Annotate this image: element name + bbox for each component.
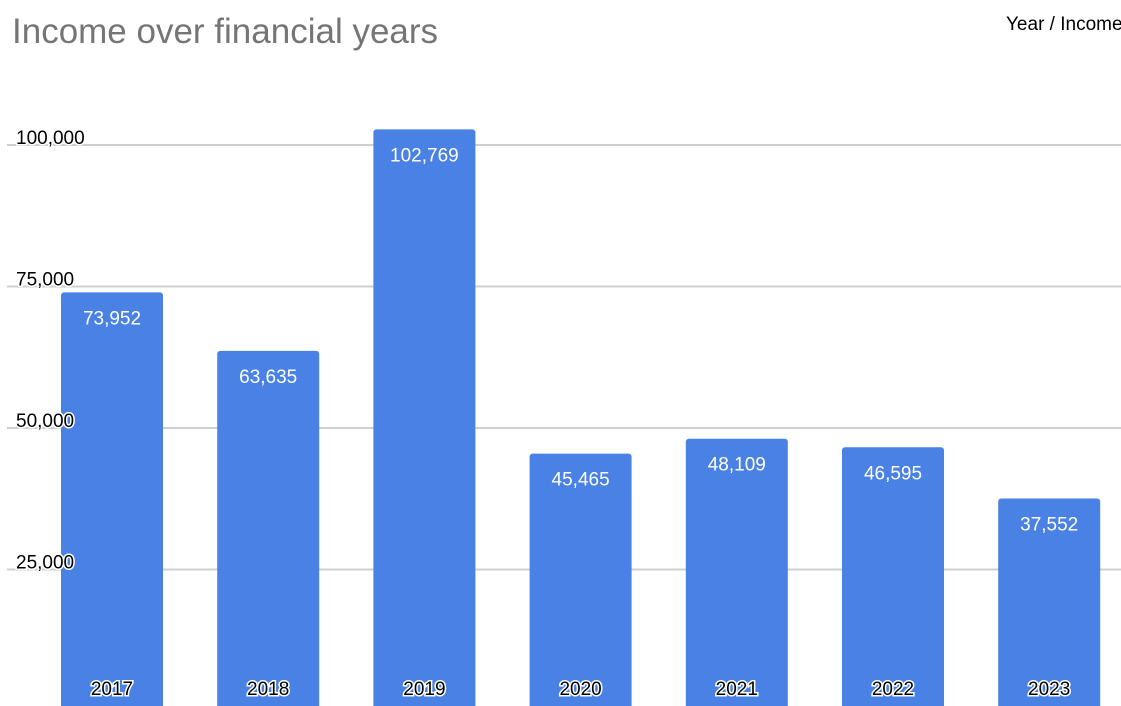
data-label: 63,635	[239, 367, 297, 388]
y-tick-label: 100,000	[16, 128, 85, 149]
bar-2017	[61, 292, 163, 706]
y-tick-label: 25,000	[16, 553, 74, 574]
x-tick-label: 2023	[1028, 679, 1070, 700]
x-tick-label: 2022	[872, 679, 914, 700]
legend-label: Year / Income	[1006, 14, 1121, 35]
bar-2022	[842, 447, 944, 706]
bar-2019	[373, 129, 476, 706]
data-label: 48,109	[708, 455, 766, 476]
x-tick-label: 2021	[716, 679, 758, 700]
bar-2020	[529, 453, 632, 706]
data-label: 73,952	[83, 308, 141, 329]
x-tick-label: 2020	[559, 679, 601, 700]
data-label: 37,552	[1020, 514, 1078, 535]
x-tick-label: 2017	[91, 679, 133, 700]
x-tick-label: 2019	[403, 679, 445, 700]
y-tick-label: 50,000	[16, 411, 74, 432]
data-label: 45,465	[552, 470, 610, 491]
bar-2018	[217, 350, 320, 706]
y-tick-label: 75,000	[16, 270, 74, 291]
chart-title: Income over financial years	[12, 12, 439, 51]
x-tick-label: 2018	[247, 679, 289, 700]
data-label: 46,595	[864, 463, 922, 484]
data-label: 102,769	[390, 145, 459, 166]
bar-2021	[685, 438, 788, 706]
bar-2023	[998, 498, 1101, 706]
